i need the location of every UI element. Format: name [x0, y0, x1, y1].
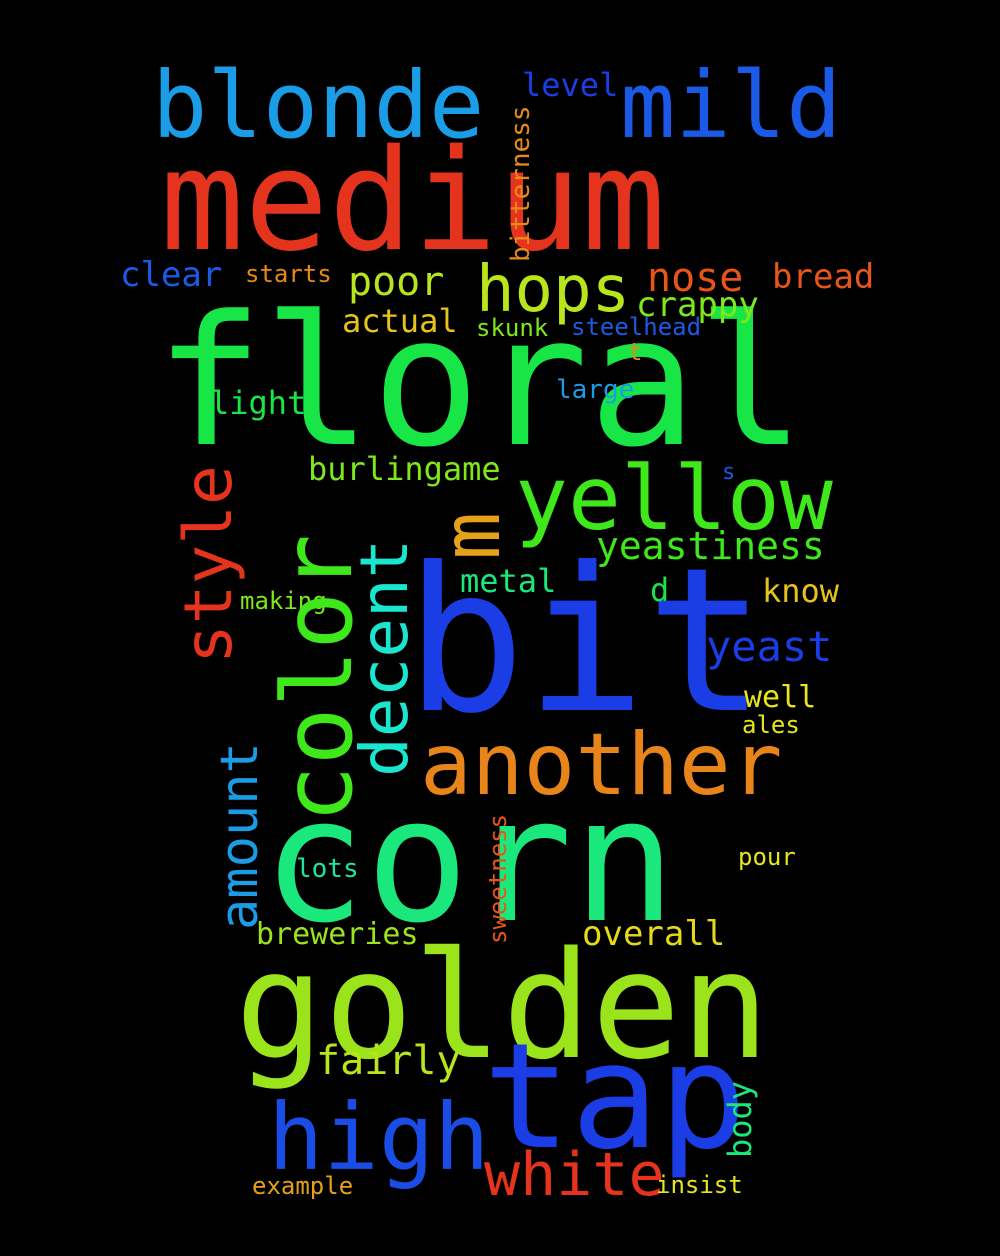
word-making: making — [240, 587, 327, 615]
word-ales: ales — [742, 711, 800, 739]
word-know: know — [762, 572, 840, 610]
word-body: body — [721, 1080, 759, 1158]
word-amount: amount — [210, 742, 270, 930]
word-m: m — [425, 511, 518, 560]
word-pour: pour — [738, 843, 796, 871]
word-fairly: fairly — [316, 1038, 461, 1084]
word-poor: poor — [348, 259, 445, 305]
word-yeastiness: yeastiness — [596, 524, 825, 568]
word-lots: lots — [296, 854, 359, 884]
word-skunk: skunk — [476, 314, 549, 342]
word-tap: tap — [483, 1012, 747, 1182]
word-corn: corn — [262, 760, 677, 961]
word-golden: golden — [235, 920, 770, 1092]
word-high: high — [268, 1084, 490, 1191]
word-d: d — [650, 571, 670, 609]
word-well: well — [744, 680, 817, 715]
word-medium: medium — [160, 120, 666, 283]
word-yellow: yellow — [515, 447, 833, 550]
word-bread: bread — [772, 257, 875, 297]
word-sweetness: sweetness — [484, 813, 512, 944]
word-level: level — [522, 66, 619, 104]
word-style: style — [170, 465, 247, 664]
word-actual: actual — [342, 302, 458, 340]
word-burlingame: burlingame — [308, 450, 501, 488]
word-floral: floral — [155, 278, 806, 487]
word-white: white — [484, 1140, 665, 1210]
word-yeast: yeast — [706, 622, 833, 671]
word-insist: insist — [656, 1171, 743, 1199]
word-blonde: blonde — [152, 52, 485, 159]
word-nose: nose — [647, 255, 744, 301]
word-metal: metal — [460, 562, 557, 600]
word-large: large — [556, 375, 635, 405]
word-s: s — [722, 460, 736, 485]
word-overall: overall — [582, 914, 726, 954]
word-example: example — [252, 1172, 354, 1200]
word-steelhead: steelhead — [571, 313, 702, 341]
word-starts: starts — [245, 260, 332, 288]
word-decent: decent — [346, 538, 423, 777]
word-bitterness: bitterness — [506, 105, 536, 262]
word-crappy: crappy — [636, 285, 759, 325]
word-t: t — [628, 338, 643, 366]
word-light: light — [210, 384, 307, 422]
word-clear: clear — [120, 255, 223, 295]
word-breweries: breweries — [256, 917, 419, 952]
word-hops: hops — [476, 253, 631, 327]
word-another: another — [420, 715, 783, 815]
word-mild: mild — [620, 52, 842, 159]
word-bit: bit — [405, 525, 767, 758]
